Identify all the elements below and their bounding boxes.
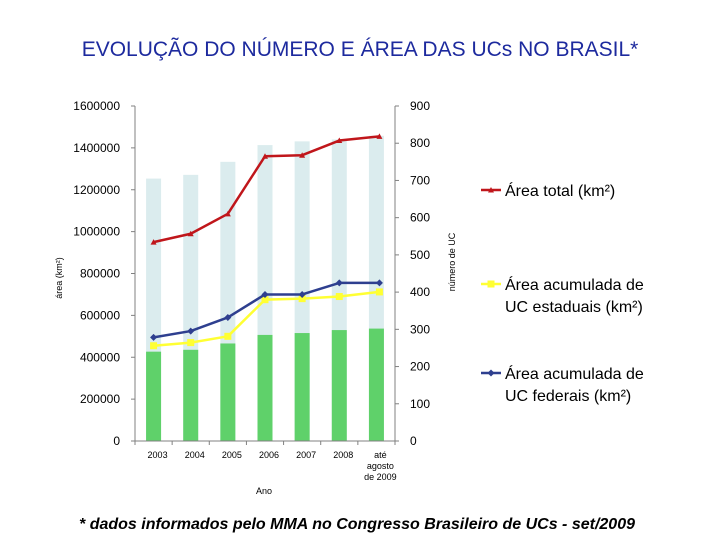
y-right-tick-label: 800	[410, 136, 430, 150]
series-1-point-3	[261, 296, 269, 304]
series-0-point-3	[262, 153, 268, 159]
y-axis-right-label: número de UC	[447, 232, 457, 291]
series-2-point-0	[150, 333, 158, 341]
series-1-point-5	[335, 293, 343, 301]
x-tick-label: 2005	[222, 450, 242, 460]
legend-swatch-marker	[487, 280, 495, 288]
footnote: * dados informados pelo MMA no Congresso…	[79, 516, 635, 533]
series-2-point-1	[187, 327, 195, 335]
bars-layer	[146, 135, 384, 442]
x-tick-label: até agosto de 2009	[364, 450, 397, 482]
series-0-point-1	[187, 230, 194, 237]
x-tick-label: 2007	[296, 450, 316, 460]
bar-1-0	[146, 351, 162, 441]
legend: Área total (km²) Área acumulada de UC esta…	[481, 181, 644, 405]
y-axis-left-label: área (km²)	[54, 257, 64, 299]
series-1-point-1	[187, 339, 195, 347]
y-left-tick-label: 1000000	[73, 225, 120, 239]
bar-1-6	[368, 328, 384, 441]
y-right-tick-label: 400	[410, 285, 430, 299]
y-right-tick-label: 100	[410, 397, 430, 411]
x-axis-label: Ano	[256, 486, 272, 496]
bar-1-5	[331, 330, 347, 441]
legend-label: Área acumulada de UC estaduais (km²)	[505, 275, 644, 316]
legend-swatch-marker	[487, 369, 495, 377]
y-right-tick-label: 900	[410, 99, 430, 113]
legend-label: Área total (km²)	[505, 181, 615, 200]
x-tick-label: 2006	[259, 450, 279, 460]
y-left-tick-label: 0	[113, 434, 120, 448]
legend-swatch-marker	[488, 187, 494, 193]
y-left-tick-label: 200000	[80, 392, 120, 406]
series-2-point-3	[261, 290, 269, 298]
y-right-tick-label: 700	[410, 173, 430, 187]
y-right-tick-label: 200	[410, 360, 430, 374]
series-0-point-4	[299, 152, 306, 158]
y-left-tick-label: 1600000	[73, 99, 120, 113]
series-1-point-2	[224, 332, 232, 340]
y-left-tick-label: 800000	[80, 267, 120, 281]
x-tick-label: 2003	[148, 450, 168, 460]
y-left-tick-label: 1200000	[73, 183, 120, 197]
series-2-point-6	[375, 279, 383, 287]
y-left-tick-label: 400000	[80, 350, 120, 364]
axes-layer	[131, 105, 399, 445]
legend-label: Área acumulada de UC federais (km²)	[505, 364, 644, 405]
y-left-tick-label: 600000	[80, 308, 120, 322]
y-left-tick-label: 1400000	[73, 141, 120, 155]
series-1-point-4	[298, 295, 306, 303]
bar-1-3	[257, 334, 273, 441]
x-tick-label: 2004	[185, 450, 205, 460]
series-0-point-6	[376, 133, 383, 139]
lines-layer	[150, 133, 383, 350]
series-2-point-5	[335, 279, 343, 287]
series-2-point-4	[298, 290, 306, 298]
bar-1-4	[294, 333, 310, 441]
series-0-point-2	[224, 210, 231, 217]
y-right-tick-label: 600	[410, 211, 430, 225]
series-1-point-0	[150, 342, 158, 350]
chart-title: EVOLUÇÃO DO NÚMERO E ÁREA DAS UCs NO BRA…	[82, 37, 639, 61]
ticks-layer: 0 200000 400000 600000 800000 1000000 1200000 1…	[73, 99, 430, 482]
bar-1-2	[220, 343, 236, 441]
series-1-point-6	[375, 288, 383, 296]
y-right-tick-label: 0	[410, 434, 417, 448]
series-2-point-2	[224, 313, 232, 321]
series-0-point-5	[336, 137, 343, 144]
y-right-tick-label: 500	[410, 248, 430, 262]
x-tick-label: 2008	[333, 450, 353, 460]
bar-1-1	[183, 349, 199, 441]
y-right-tick-label: 300	[410, 322, 430, 336]
series-0-point-0	[150, 239, 157, 245]
